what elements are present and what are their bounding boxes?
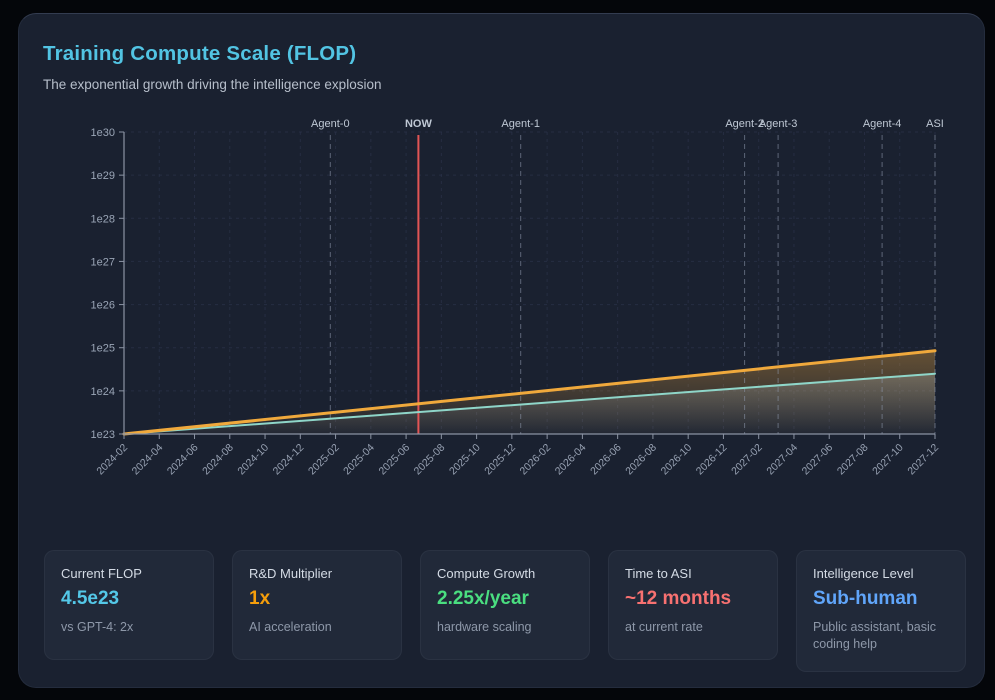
stat-card-current-flop: Current FLOP 4.5e23 vs GPT-4: 2x — [44, 550, 214, 660]
marker-label-agent-3: Agent-3 — [759, 118, 798, 130]
training-compute-panel: Training Compute Scale (FLOP) The expone… — [18, 13, 985, 688]
stat-card-rd-multiplier: R&D Multiplier 1x AI acceleration — [232, 550, 402, 660]
x-tick-label: 2026-08 — [623, 442, 659, 478]
chart-grid — [123, 131, 936, 435]
x-tick-label: 2024-08 — [200, 442, 236, 478]
marker-label-agent-1: Agent-1 — [501, 118, 540, 130]
stat-label: Compute Growth — [437, 566, 536, 581]
stat-card-time-to-asi: Time to ASI ~12 months at current rate — [608, 550, 778, 660]
y-tick-label: 1e30 — [91, 127, 115, 139]
x-tick-label: 2026-02 — [517, 442, 553, 478]
stat-sub: hardware scaling — [437, 620, 532, 634]
stat-value: ~12 months — [625, 588, 732, 609]
x-tick-label: 2027-02 — [729, 442, 765, 478]
x-axis-ticks: 2024-02 2024-04 2024-06 2024-08 2024-10 2024-… — [94, 434, 941, 477]
x-tick-label: 2025-10 — [447, 442, 483, 478]
y-tick-label: 1e24 — [91, 386, 115, 398]
page-subtitle: The exponential growth driving the intel… — [43, 77, 382, 92]
y-tick-label: 1e28 — [91, 213, 115, 225]
x-tick-label: 2024-04 — [130, 442, 166, 478]
y-tick-label: 1e29 — [91, 170, 115, 182]
stat-card-intelligence-level: Intelligence Level Sub-human Public assi… — [796, 550, 966, 672]
x-tick-label: 2027-10 — [870, 442, 906, 478]
stat-label: Current FLOP — [61, 566, 142, 581]
series-line-accelerated-compute — [122, 349, 937, 436]
x-tick-label: 2026-06 — [588, 442, 624, 478]
stat-value: 4.5e23 — [61, 588, 120, 609]
marker-label-agent-0: Agent-0 — [311, 118, 350, 130]
stat-card-compute-growth: Compute Growth 2.25x/year hardware scali… — [420, 550, 590, 660]
stat-sub: Public assistant, basic coding help — [813, 620, 936, 651]
stat-value: 1x — [249, 588, 271, 609]
stat-sub: at current rate — [625, 620, 703, 634]
x-tick-label: 2027-06 — [800, 442, 836, 478]
stat-sub: vs GPT-4: 2x — [61, 620, 134, 634]
x-tick-label: 2027-12 — [905, 442, 941, 478]
x-tick-label: 2025-04 — [341, 442, 377, 478]
marker-label-now: NOW — [405, 118, 433, 130]
x-tick-label: 2025-06 — [376, 442, 412, 478]
x-tick-label: 2025-02 — [306, 442, 342, 478]
x-tick-label: 2025-12 — [482, 442, 518, 478]
x-tick-label: 2026-12 — [694, 442, 730, 478]
marker-label-agent-4: Agent-4 — [863, 118, 902, 130]
page-title: Training Compute Scale (FLOP) — [43, 42, 357, 65]
marker-label-asi: ASI — [926, 118, 944, 130]
x-tick-label: 2025-08 — [412, 442, 448, 478]
x-tick-label: 2024-06 — [165, 442, 201, 478]
x-tick-label: 2024-02 — [94, 442, 130, 478]
series-line-baseline-compute — [123, 372, 936, 435]
y-tick-label: 1e26 — [91, 300, 115, 312]
compute-growth-chart: 2024-02 2024-04 2024-06 2024-08 2024-10 2024-… — [19, 113, 984, 513]
x-tick-label: 2027-08 — [835, 442, 871, 478]
y-tick-label: 1e27 — [91, 256, 115, 268]
y-axis-ticks: 1e23 1e24 1e25 1e26 1e27 1e28 1e29 1e30 — [91, 127, 124, 441]
stat-value: Sub-human — [813, 588, 918, 609]
y-tick-label: 1e23 — [91, 429, 115, 441]
stat-sub: AI acceleration — [249, 620, 332, 634]
stats-row: Current FLOP 4.5e23 vs GPT-4: 2x R&D Mul… — [44, 550, 966, 672]
stat-label: Time to ASI — [625, 566, 692, 581]
x-tick-label: 2024-12 — [271, 442, 307, 478]
chart-svg: 2024-02 2024-04 2024-06 2024-08 2024-10 2024-… — [91, 118, 944, 477]
stat-value: 2.25x/year — [437, 588, 529, 609]
x-tick-label: 2027-04 — [764, 442, 800, 478]
stat-label: R&D Multiplier — [249, 566, 333, 581]
x-tick-label: 2024-10 — [235, 442, 271, 478]
y-tick-label: 1e25 — [91, 343, 115, 355]
stat-label: Intelligence Level — [813, 566, 914, 581]
x-tick-label: 2026-04 — [553, 442, 589, 478]
marker-label-agent-2: Agent-2 — [725, 118, 764, 130]
x-tick-label: 2026-10 — [659, 442, 695, 478]
